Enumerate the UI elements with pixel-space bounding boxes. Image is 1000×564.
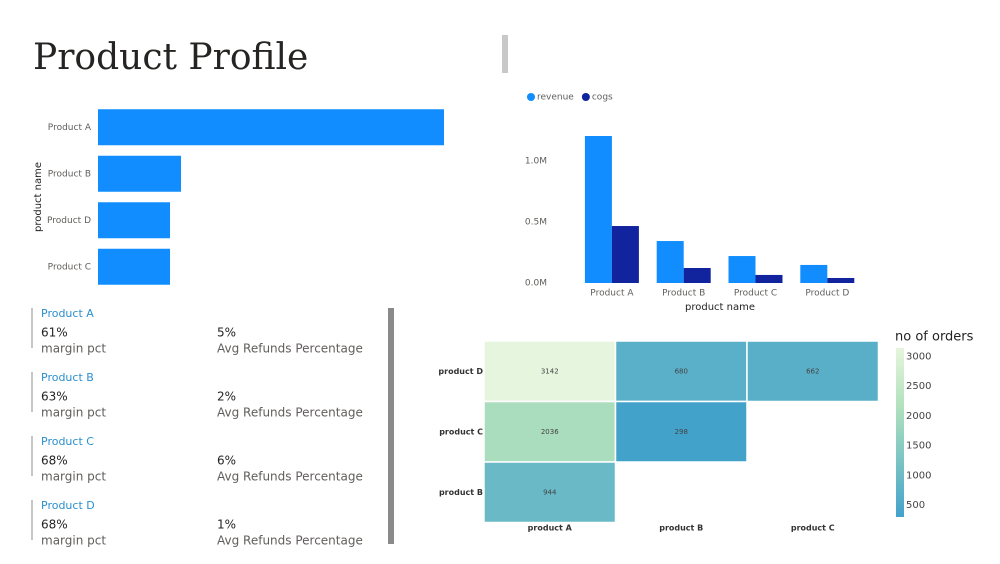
card-value: 6%	[217, 454, 236, 468]
cell-label: 680	[675, 367, 688, 375]
legend-marker	[527, 93, 535, 101]
colorbar-tick-label: 3000	[906, 351, 931, 362]
card-label: margin pct	[41, 470, 106, 484]
cell-label: 298	[675, 428, 688, 436]
card-label: margin pct	[41, 342, 106, 356]
card-title: Product D	[41, 499, 95, 512]
card-title: Product A	[41, 307, 94, 320]
legend-label: cogs	[592, 93, 613, 103]
bar	[98, 109, 444, 146]
divider	[502, 35, 508, 73]
y-tick-label: 0.5M	[525, 218, 547, 228]
card-label: Avg Refunds Percentage	[217, 342, 363, 356]
x-tick-label: product C	[791, 524, 835, 533]
colorbar-tick-label: 2000	[906, 411, 931, 422]
y-tick-label: Product C	[48, 262, 91, 272]
card-value: 2%	[217, 390, 236, 404]
card-label: Avg Refunds Percentage	[217, 534, 363, 548]
x-tick-label: Product B	[662, 289, 705, 299]
legend-label: revenue	[537, 93, 574, 103]
bar	[584, 135, 612, 283]
y-tick-label: 1.0M	[525, 157, 547, 167]
colorbar-tick-label: 500	[906, 500, 925, 511]
colorbar-title: no of orders	[895, 330, 974, 345]
heat-cell	[614, 340, 748, 403]
y-tick-label: product C	[439, 427, 483, 436]
page-title: Product Profile	[33, 37, 308, 78]
bar	[683, 267, 711, 283]
card-border	[31, 436, 33, 476]
card-label: Avg Refunds Percentage	[217, 470, 363, 484]
x-tick-label: Product A	[590, 289, 634, 299]
card-value: 68%	[41, 454, 68, 468]
x-tick-label: product A	[528, 524, 573, 533]
bar	[827, 277, 855, 283]
y-tick-label: Product A	[48, 123, 92, 133]
colorbar-tick-label: 1500	[906, 441, 931, 452]
bar	[611, 226, 639, 283]
card-border	[31, 372, 33, 412]
card-label: margin pct	[41, 406, 106, 420]
card-value: 68%	[41, 518, 68, 532]
y-tick-label: Product B	[48, 169, 91, 179]
y-axis-label: product name	[33, 162, 44, 232]
y-tick-label: product B	[439, 488, 483, 497]
y-tick-label: product D	[438, 367, 483, 376]
x-tick-label: product B	[659, 524, 703, 533]
legend-marker	[581, 93, 590, 101]
cell-label: 662	[806, 367, 819, 375]
cell-label: 3142	[541, 367, 559, 375]
card-value: 61%	[41, 326, 68, 340]
card-title: Product C	[41, 435, 94, 448]
bar	[656, 241, 684, 283]
heat-cell	[746, 340, 880, 403]
card-value: 63%	[41, 390, 68, 404]
card-border	[31, 308, 33, 348]
card-label: Avg Refunds Percentage	[217, 406, 363, 420]
cell-label: 2036	[541, 428, 559, 436]
divider	[388, 308, 394, 544]
colorbar	[896, 348, 904, 517]
bar	[755, 274, 783, 283]
colorbar-tick-label: 2500	[906, 381, 931, 392]
bar	[98, 248, 170, 285]
card-label: margin pct	[41, 534, 106, 548]
bar	[728, 256, 756, 283]
heat-cell	[483, 461, 617, 524]
y-tick-label: 0.0M	[525, 279, 547, 289]
bar	[98, 202, 170, 239]
card-value: 5%	[217, 326, 236, 340]
card-title: Product B	[41, 371, 94, 384]
bar	[98, 155, 181, 192]
heat-cell	[614, 400, 748, 463]
x-tick-label: Product C	[734, 289, 777, 299]
colorbar-tick-label: 1000	[906, 470, 931, 481]
x-tick-label: Product D	[805, 289, 849, 299]
y-tick-label: Product D	[47, 216, 91, 226]
bar	[800, 264, 828, 283]
card-value: 1%	[217, 518, 236, 532]
cell-label: 944	[543, 488, 557, 496]
card-border	[31, 500, 33, 540]
x-axis-label: product name	[685, 302, 755, 313]
heat-cell	[483, 340, 617, 403]
